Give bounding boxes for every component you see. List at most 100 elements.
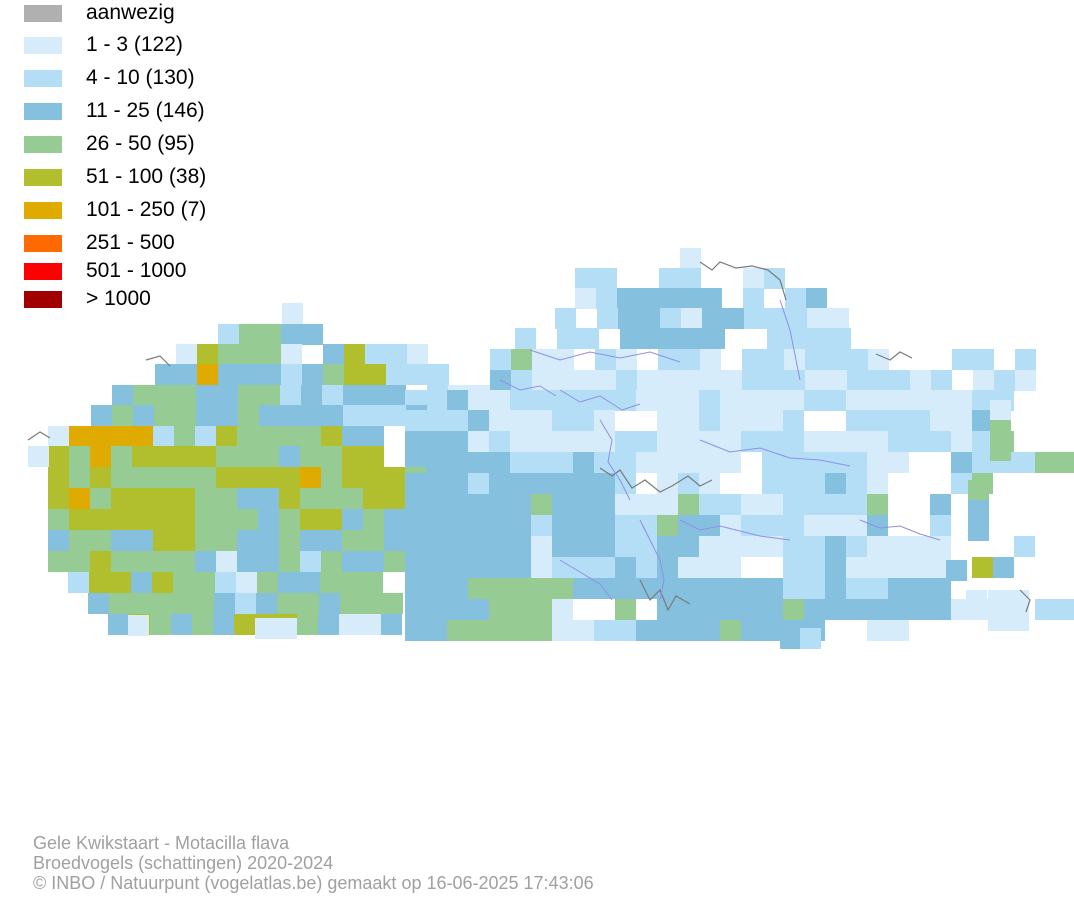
grid-cell [237, 530, 258, 551]
grid-cell [111, 467, 132, 488]
grid-cell [909, 390, 930, 411]
grid-cell [510, 452, 531, 473]
grid-cell [828, 308, 849, 329]
grid-cell [909, 557, 930, 578]
grid-cell [489, 473, 510, 494]
grid-cell [515, 328, 536, 349]
grid-cell [972, 390, 993, 411]
grid-cell [511, 370, 532, 391]
legend-label: 26 - 50 (95) [86, 132, 195, 155]
grid-cell [720, 620, 741, 641]
grid-cell [154, 405, 175, 426]
grid-cell [531, 494, 552, 515]
grid-cell [657, 410, 678, 431]
grid-cell [741, 536, 762, 557]
grid-cell [490, 349, 511, 370]
grid-cell [236, 572, 257, 593]
grid-cell [175, 405, 196, 426]
grid-cell [510, 473, 531, 494]
grid-cell [762, 410, 783, 431]
river-lines [499, 299, 941, 601]
grid-cell [744, 308, 765, 329]
grid-cell [930, 494, 951, 515]
grid-cell [552, 390, 573, 411]
grid-cell [594, 452, 615, 473]
grid-cell [699, 536, 720, 557]
grid-cell [868, 349, 889, 370]
grid-cell [888, 620, 909, 641]
grid-cell [804, 494, 825, 515]
grid-cell [111, 551, 132, 572]
grid-cell [531, 599, 552, 620]
grid-cell [678, 390, 699, 411]
grid-cell [657, 536, 678, 557]
legend-swatch [24, 235, 62, 252]
legend-swatch [24, 37, 62, 54]
grid-cell [867, 599, 888, 620]
grid-cell [741, 578, 762, 599]
grid-cell [846, 431, 867, 452]
grid-cell [237, 446, 258, 467]
grid-cell [258, 467, 279, 488]
grid-cell [743, 288, 764, 309]
grid-cell [298, 593, 319, 614]
grid-cell [595, 370, 616, 391]
grid-cell [258, 446, 279, 467]
grid-cell [952, 349, 973, 370]
grid-cell [363, 467, 384, 488]
grid-cell [1056, 452, 1074, 473]
grid-cell [405, 578, 426, 599]
grid-cell [321, 509, 342, 530]
grid-cell [405, 620, 426, 641]
grid-cell [279, 488, 300, 509]
grid-cell [426, 620, 447, 641]
grid-cell [931, 370, 952, 391]
grid-cell [193, 593, 214, 614]
grid-cell [321, 488, 342, 509]
grid-cell [131, 572, 152, 593]
grid-cell [132, 488, 153, 509]
grid-cell [742, 349, 763, 370]
grid-cell [552, 410, 573, 431]
grid-cell [720, 431, 741, 452]
grid-cell [616, 370, 637, 391]
grid-cell [658, 349, 679, 370]
grid-cell [510, 515, 531, 536]
grid-cell [909, 431, 930, 452]
grid-cell [300, 446, 321, 467]
grid-cell [636, 620, 657, 641]
grid-cell [573, 410, 594, 431]
grid-cell [888, 431, 909, 452]
grid-cell [407, 364, 428, 385]
grid-cell [867, 452, 888, 473]
grid-cell [555, 308, 576, 329]
grid-cell [195, 530, 216, 551]
grid-cell [765, 308, 786, 329]
grid-cell [468, 599, 489, 620]
legend-item: 51 - 100 (38) [24, 164, 284, 188]
legend-label: 11 - 25 (146) [86, 99, 205, 122]
grid-cell [678, 452, 699, 473]
legend-item: 101 - 250 (7) [24, 197, 284, 221]
grid-cell [678, 473, 699, 494]
grid-cell [132, 446, 153, 467]
grid-cell [174, 446, 195, 467]
grid-cell [89, 572, 110, 593]
grid-cell [615, 578, 636, 599]
grid-cell [946, 560, 967, 581]
grid-cell [48, 446, 69, 467]
grid-cell [804, 515, 825, 536]
grid-cell [951, 452, 972, 473]
grid-cell [615, 515, 636, 536]
legend-item: 1 - 3 (122) [24, 32, 284, 56]
grid-cell [152, 572, 173, 593]
grid-cell [951, 410, 972, 431]
grid-cell [990, 420, 1011, 441]
grid-cell [239, 324, 260, 345]
grid-cell [215, 572, 236, 593]
grid-cell [301, 385, 322, 406]
grid-cell [468, 620, 489, 641]
grid-cell [783, 536, 804, 557]
grid-cell [678, 620, 699, 641]
grid-cell [699, 431, 720, 452]
